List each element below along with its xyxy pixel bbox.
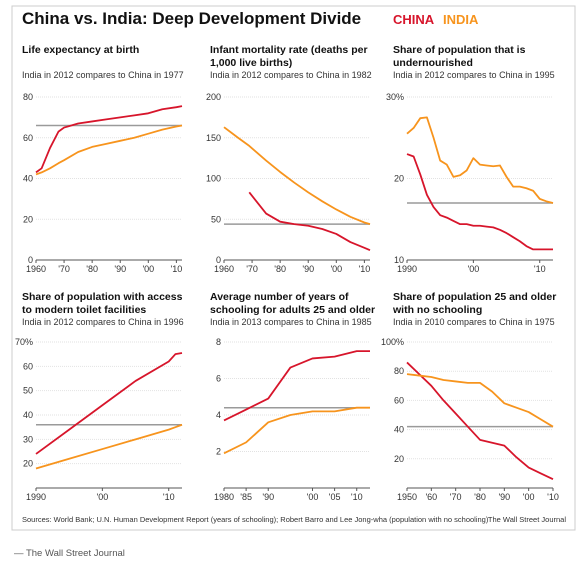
x-tick-label: '10 <box>171 264 183 274</box>
panel-title: Share of population that is undernourish… <box>393 44 526 69</box>
y-tick-label: 2 <box>216 447 221 457</box>
x-tick-label: '85 <box>240 492 252 502</box>
y-tick-label: 100% <box>381 337 404 347</box>
y-tick-label: 200 <box>206 92 221 102</box>
y-tick-label: 6 <box>216 374 221 384</box>
x-tick-label: '90 <box>498 492 510 502</box>
series-line <box>35 105 183 174</box>
panel-title: Infant mortality rate (deaths per 1,000 … <box>210 44 368 69</box>
x-tick-label: 1960 <box>214 264 234 274</box>
series-line <box>223 406 370 455</box>
x-tick-label: '10 <box>163 492 175 502</box>
y-tick-label: 0 <box>216 255 221 265</box>
series-line <box>406 361 554 481</box>
panel-subtitle: India in 2012 compares to China in 1977 <box>22 70 184 80</box>
x-tick-label: '80 <box>274 264 286 274</box>
series-line <box>406 116 554 204</box>
footer: — The Wall Street Journal <box>14 548 125 559</box>
x-tick-label: '00 <box>96 492 108 502</box>
x-tick-label: 1950 <box>397 492 417 502</box>
y-tick-label: 20 <box>394 174 404 184</box>
frame <box>11 5 576 531</box>
publisher: The Wall Street Journal <box>488 515 566 524</box>
y-tick-label: 60 <box>394 395 404 405</box>
y-tick-label: 8 <box>216 337 221 347</box>
y-tick-label: 40 <box>23 174 33 184</box>
x-tick-label: '90 <box>262 492 274 502</box>
y-tick-label: 20 <box>394 454 404 464</box>
panel-subtitle: India in 2010 compares to China in 1975 <box>393 317 555 327</box>
x-tick-label: 1960 <box>26 264 46 274</box>
y-tick-label: 50 <box>211 214 221 224</box>
panel-subtitle: India in 2012 compares to China in 1996 <box>22 317 184 327</box>
series-line <box>35 423 183 470</box>
series-line <box>223 126 371 226</box>
y-tick-label: 40 <box>23 410 33 420</box>
x-tick-label: '90 <box>302 264 314 274</box>
x-tick-label: '00 <box>307 492 319 502</box>
y-tick-label: 100 <box>206 174 221 184</box>
sources: Sources: World Bank; U.N. Human Developm… <box>22 515 489 524</box>
x-tick-label: '00 <box>523 492 535 502</box>
panel-title: Share of population with access to moder… <box>22 291 183 316</box>
y-tick-label: 60 <box>23 361 33 371</box>
x-tick-label: '00 <box>330 264 342 274</box>
y-tick-label: 60 <box>23 133 33 143</box>
panel-title: Life expectancy at birth <box>22 44 140 56</box>
y-tick-label: 0 <box>28 255 33 265</box>
legend-label: CHINA <box>393 12 435 27</box>
series-line <box>406 153 553 251</box>
y-tick-label: 30% <box>386 92 404 102</box>
series-line <box>223 350 370 422</box>
panel-title: Share of population 25 and older with no… <box>393 291 557 316</box>
y-tick-label: 20 <box>23 459 33 469</box>
x-tick-label: '70 <box>450 492 462 502</box>
panel-subtitle: India in 2013 compares to China in 1985 <box>210 317 372 327</box>
panel-title: Average number of years of schooling for… <box>210 291 376 316</box>
main-title: China vs. India: Deep Development Divide <box>22 9 361 28</box>
y-tick-label: 20 <box>23 214 33 224</box>
x-tick-label: '80 <box>474 492 486 502</box>
y-tick-label: 80 <box>23 92 33 102</box>
y-tick-label: 150 <box>206 133 221 143</box>
x-tick-label: '00 <box>467 264 479 274</box>
panel-subtitle: India in 2012 compares to China in 1995 <box>393 70 555 80</box>
y-tick-label: 10 <box>394 255 404 265</box>
x-tick-label: '00 <box>142 264 154 274</box>
x-tick-label: '90 <box>114 264 126 274</box>
y-tick-label: 30 <box>23 434 33 444</box>
x-tick-label: '10 <box>351 492 363 502</box>
y-tick-label: 70% <box>15 337 33 347</box>
legend-label: INDIA <box>443 12 479 27</box>
x-tick-label: '10 <box>534 264 546 274</box>
series-line <box>35 352 183 455</box>
series-line <box>248 191 371 252</box>
series-line <box>406 373 554 428</box>
x-tick-label: '10 <box>359 264 371 274</box>
x-tick-label: '80 <box>86 264 98 274</box>
panel-subtitle: India in 2012 compares to China in 1982 <box>210 70 372 80</box>
x-tick-label: '10 <box>547 492 559 502</box>
x-tick-label: 1980 <box>214 492 234 502</box>
y-tick-label: 80 <box>394 366 404 376</box>
y-tick-label: 40 <box>394 425 404 435</box>
x-tick-label: '05 <box>329 492 341 502</box>
x-tick-label: 1990 <box>26 492 46 502</box>
x-tick-label: '60 <box>425 492 437 502</box>
y-tick-label: 4 <box>216 410 221 420</box>
series-line <box>35 124 183 176</box>
x-tick-label: '70 <box>58 264 70 274</box>
y-tick-label: 50 <box>23 386 33 396</box>
x-tick-label: '70 <box>246 264 258 274</box>
x-tick-label: 1990 <box>397 264 417 274</box>
